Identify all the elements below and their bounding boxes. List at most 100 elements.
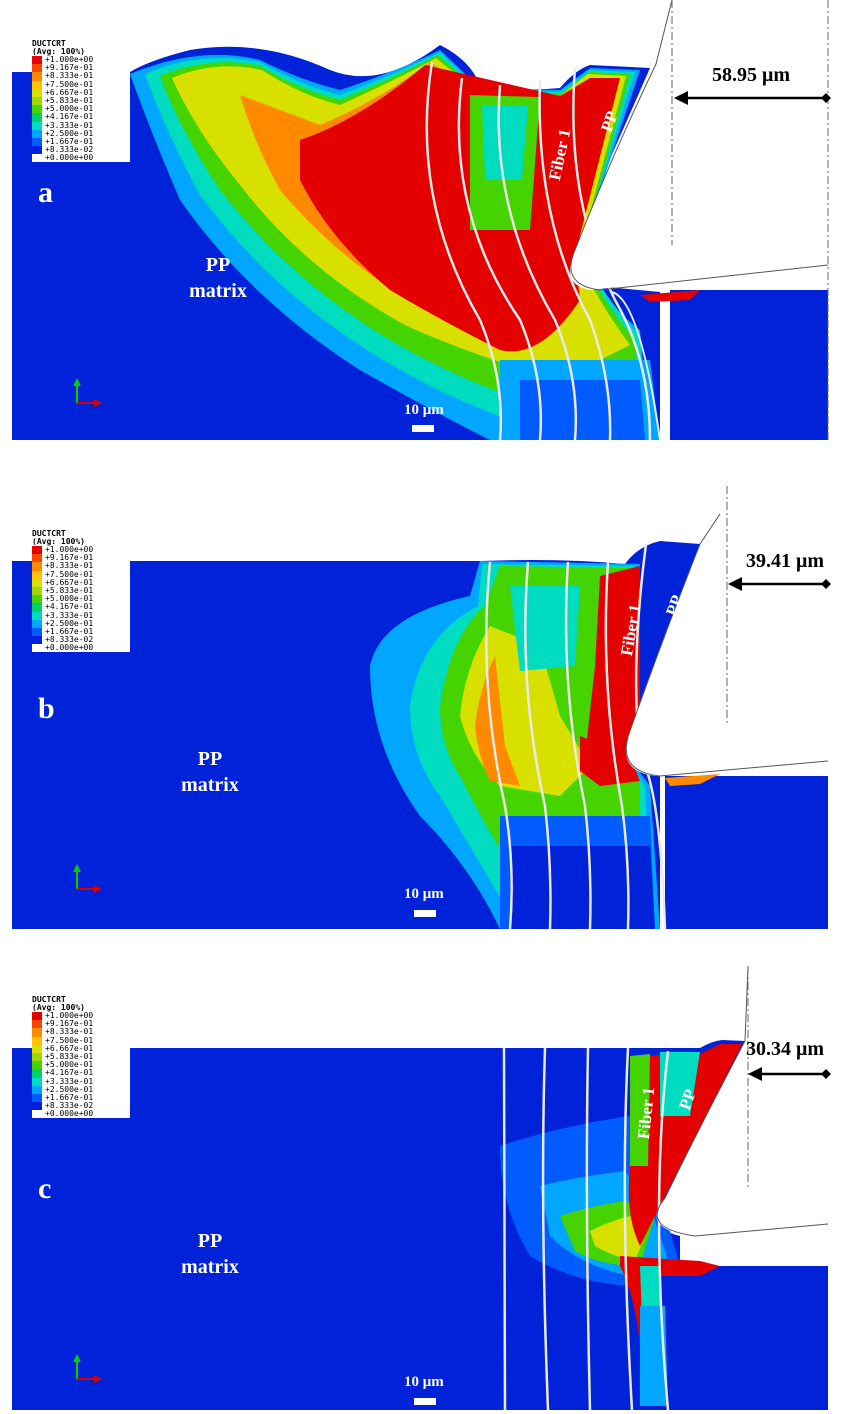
matrix-label-line2: matrix: [181, 774, 239, 796]
legend-swatch: [32, 96, 42, 106]
legend-entry: +8.333e-01: [32, 1028, 130, 1037]
legend-entry: +8.333e-02: [32, 1101, 130, 1111]
legend-entry: +8.333e-01: [32, 72, 130, 81]
legend-entry: +7.500e-01: [32, 1035, 130, 1045]
scale-bar-label: 10 μm: [404, 886, 444, 902]
axis-triad-icon: [73, 1354, 102, 1383]
legend-swatch: [32, 64, 42, 73]
legend-value: +8.333e-02: [45, 145, 94, 155]
legend-value: +2.500e-01: [45, 618, 94, 628]
scale-bar: [414, 910, 436, 917]
matrix-label-line1: PP: [197, 1230, 223, 1252]
legend-title: DUCTCRT: [32, 995, 66, 1004]
legend-value: +7.500e-01: [45, 79, 94, 89]
legend-entry: +7.500e-01: [32, 79, 130, 89]
legend-swatch: [32, 619, 42, 628]
legend-value: +0.000e+00: [45, 153, 94, 163]
legend-value: +7.500e-01: [45, 569, 94, 579]
panel-letter: a: [38, 176, 53, 209]
pp-matrix-label: PP matrix: [158, 252, 278, 304]
legend-entry: +9.167e-01: [32, 554, 130, 563]
legend-entry: +1.667e-01: [32, 136, 130, 147]
legend-swatch: [32, 1085, 42, 1094]
legend-entry: +8.333e-02: [32, 635, 130, 645]
legend-value: +5.000e-01: [45, 104, 94, 114]
legend-entry: +0.000e+00: [32, 1109, 130, 1119]
legend-entry: +5.000e-01: [32, 1061, 130, 1070]
legend-entry: +3.333e-01: [32, 1077, 130, 1086]
distance-label: 58.95 μm: [712, 64, 790, 86]
legend-value: +5.000e-01: [45, 594, 94, 604]
legend-entry: +5.833e-01: [32, 1053, 130, 1062]
legend-entry: +6.667e-01: [32, 1043, 130, 1053]
legend-value: +0.000e+00: [45, 1109, 94, 1119]
legend-entry: +4.167e-01: [32, 1069, 130, 1078]
legend-entry: +2.500e-01: [32, 1084, 130, 1094]
legend-value: +8.333e-02: [45, 635, 94, 645]
panel-letter: b: [38, 692, 55, 725]
ductile-damage-contour-a: [12, 0, 831, 442]
legend-value: +6.667e-01: [45, 1043, 94, 1053]
legend-value: +4.167e-01: [45, 602, 94, 612]
legend-value: +0.000e+00: [45, 643, 94, 653]
legend-swatch: [32, 113, 42, 122]
legend-entry: +9.167e-01: [32, 1020, 130, 1029]
matrix-label-line2: matrix: [189, 280, 247, 302]
axis-triad-icon: [73, 378, 102, 407]
legend-swatch: [32, 80, 42, 89]
legend-subtitle: (Avg: 100%): [32, 537, 85, 546]
legend-swatch: [32, 1012, 42, 1021]
legend-entry: +8.333e-02: [32, 145, 130, 155]
legend-entry: +0.000e+00: [32, 643, 130, 653]
legend-entry: +1.000e+00: [32, 1011, 130, 1021]
panel-a: DUCTCRT (Avg: 100%) +1.000e+00 +9.167e-0…: [0, 0, 853, 442]
legend-title: DUCTCRT: [32, 529, 66, 538]
legend-swatch: [32, 586, 42, 596]
legend-entry: +5.000e-01: [32, 594, 130, 604]
legend-swatch: [32, 636, 42, 645]
legend-value: +7.500e-01: [45, 1035, 94, 1045]
legend-entry: +4.167e-01: [32, 602, 130, 612]
legend-swatch: [32, 72, 42, 81]
legend-swatch: [32, 546, 42, 555]
legend-subtitle: (Avg: 100%): [32, 47, 85, 56]
legend-entry: +5.833e-01: [32, 96, 130, 106]
legend-entry: +9.167e-01: [32, 64, 130, 73]
legend-value: +8.333e-01: [45, 561, 94, 571]
scale-bar-label: 10 μm: [404, 1374, 444, 1390]
legend-value: +1.667e-01: [45, 136, 94, 146]
legend-swatch: [32, 627, 42, 637]
legend-entry: +1.000e+00: [32, 545, 130, 555]
legend-swatch: [32, 121, 42, 130]
legend-entry: +3.333e-01: [32, 611, 130, 620]
legend-entry: +6.667e-01: [32, 577, 130, 587]
legend-value: +6.667e-01: [45, 577, 94, 587]
legend-swatch: [32, 570, 42, 579]
ductile-damage-contour-b: [12, 486, 831, 930]
legend-value: +1.000e+00: [45, 545, 94, 555]
distance-label: 39.41 μm: [746, 550, 824, 572]
pp-matrix-label: PP matrix: [150, 1228, 270, 1280]
legend-swatch: [32, 611, 42, 620]
legend-entry: +1.667e-01: [32, 626, 130, 637]
legend-swatch: [32, 1093, 42, 1103]
legend-value: +1.667e-01: [45, 626, 94, 636]
legend-value: +1.000e+00: [45, 55, 94, 65]
legend-value: +1.000e+00: [45, 1011, 94, 1021]
distance-label: 30.34 μm: [746, 1038, 824, 1060]
legend-entry: +0.000e+00: [32, 153, 130, 163]
legend-entry: +2.500e-01: [32, 129, 130, 138]
legend-value: +5.833e-01: [45, 586, 94, 596]
legend-swatch: [32, 578, 42, 587]
scale-bar: [414, 1398, 436, 1405]
ductile-damage-contour-c: [12, 966, 831, 1410]
legend-swatch: [32, 644, 42, 653]
scale-bar-label: 10 μm: [404, 402, 444, 418]
legend-value: +8.333e-02: [45, 1101, 94, 1111]
legend-swatch: [32, 154, 42, 163]
pp-matrix-label: PP matrix: [150, 746, 270, 798]
legend-entry: +5.000e-01: [32, 104, 130, 114]
legend-swatch: [32, 56, 42, 65]
legend-entry: +3.333e-01: [32, 121, 130, 130]
legend-value: +2.500e-01: [45, 1084, 94, 1094]
